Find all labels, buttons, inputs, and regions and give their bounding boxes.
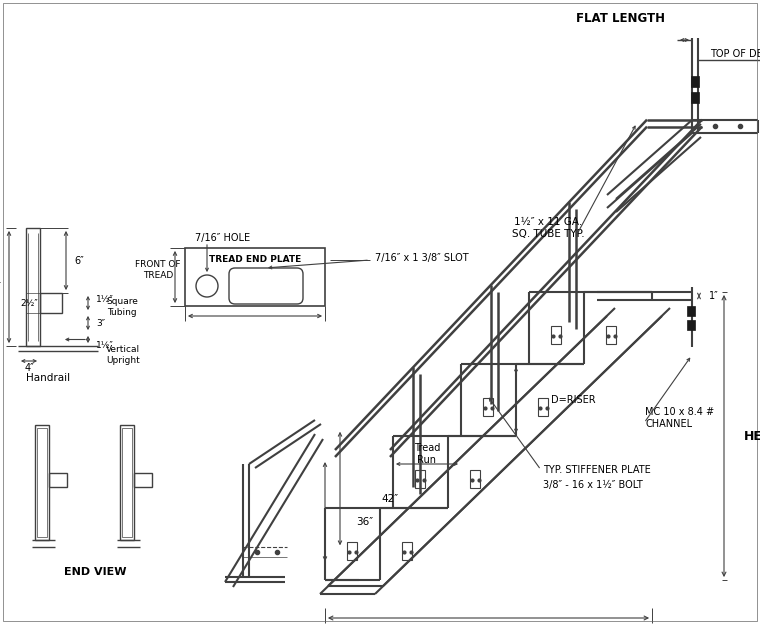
Bar <box>415 470 425 488</box>
Bar <box>185 248 325 306</box>
Bar <box>691 92 699 103</box>
Text: 36″: 36″ <box>356 517 374 527</box>
Bar <box>26 228 40 346</box>
Bar <box>49 473 67 487</box>
Bar <box>122 428 132 537</box>
Text: 3/8″ - 16 x 1½″ BOLT: 3/8″ - 16 x 1½″ BOLT <box>543 480 643 490</box>
Bar <box>687 320 695 330</box>
Text: 7/16″ HOLE: 7/16″ HOLE <box>195 233 250 243</box>
Text: 1½″: 1½″ <box>96 341 114 351</box>
Bar <box>551 326 561 344</box>
Text: Vertical
Upright: Vertical Upright <box>106 345 140 364</box>
Bar <box>691 76 699 87</box>
Text: 42″: 42″ <box>382 494 398 504</box>
Bar <box>606 326 616 344</box>
Text: HEIGHT: HEIGHT <box>744 429 760 442</box>
Text: FLAT LENGTH: FLAT LENGTH <box>575 11 664 24</box>
Text: D=RISER: D=RISER <box>551 395 596 405</box>
Text: 12″: 12″ <box>0 282 2 292</box>
Bar <box>37 428 47 537</box>
Bar <box>120 425 134 540</box>
Bar <box>35 425 49 540</box>
Bar <box>134 473 152 487</box>
Text: 4″: 4″ <box>24 363 34 373</box>
Text: 3″: 3″ <box>96 318 105 328</box>
Text: TREAD END PLATE: TREAD END PLATE <box>209 255 301 265</box>
Text: FRONT OF
TREAD: FRONT OF TREAD <box>135 260 181 280</box>
Bar <box>538 398 548 416</box>
Text: Handrail: Handrail <box>26 373 70 383</box>
Bar <box>470 470 480 488</box>
Text: Tread
Run: Tread Run <box>413 443 440 465</box>
Text: 1″: 1″ <box>709 291 719 301</box>
Text: 2½″: 2½″ <box>21 298 38 308</box>
Text: TOP OF DECK: TOP OF DECK <box>710 49 760 59</box>
Bar <box>483 398 493 416</box>
Text: END VIEW: END VIEW <box>64 567 126 577</box>
Text: MC 10 x 8.4 #
CHANNEL: MC 10 x 8.4 # CHANNEL <box>645 407 714 429</box>
Bar <box>687 306 695 316</box>
Bar <box>347 542 357 560</box>
Text: TYP. STIFFENER PLATE: TYP. STIFFENER PLATE <box>543 465 651 475</box>
Bar <box>402 542 412 560</box>
Text: 7/16″ x 1 3/8″ SLOT: 7/16″ x 1 3/8″ SLOT <box>375 253 469 263</box>
Text: Square
Tubing: Square Tubing <box>106 297 138 317</box>
Text: 1½″ x 11 GA.
SQ. TUBE TYP.: 1½″ x 11 GA. SQ. TUBE TYP. <box>511 217 584 239</box>
Bar <box>40 293 62 313</box>
Text: 1½″: 1½″ <box>96 295 114 303</box>
Text: 6″: 6″ <box>74 255 84 265</box>
